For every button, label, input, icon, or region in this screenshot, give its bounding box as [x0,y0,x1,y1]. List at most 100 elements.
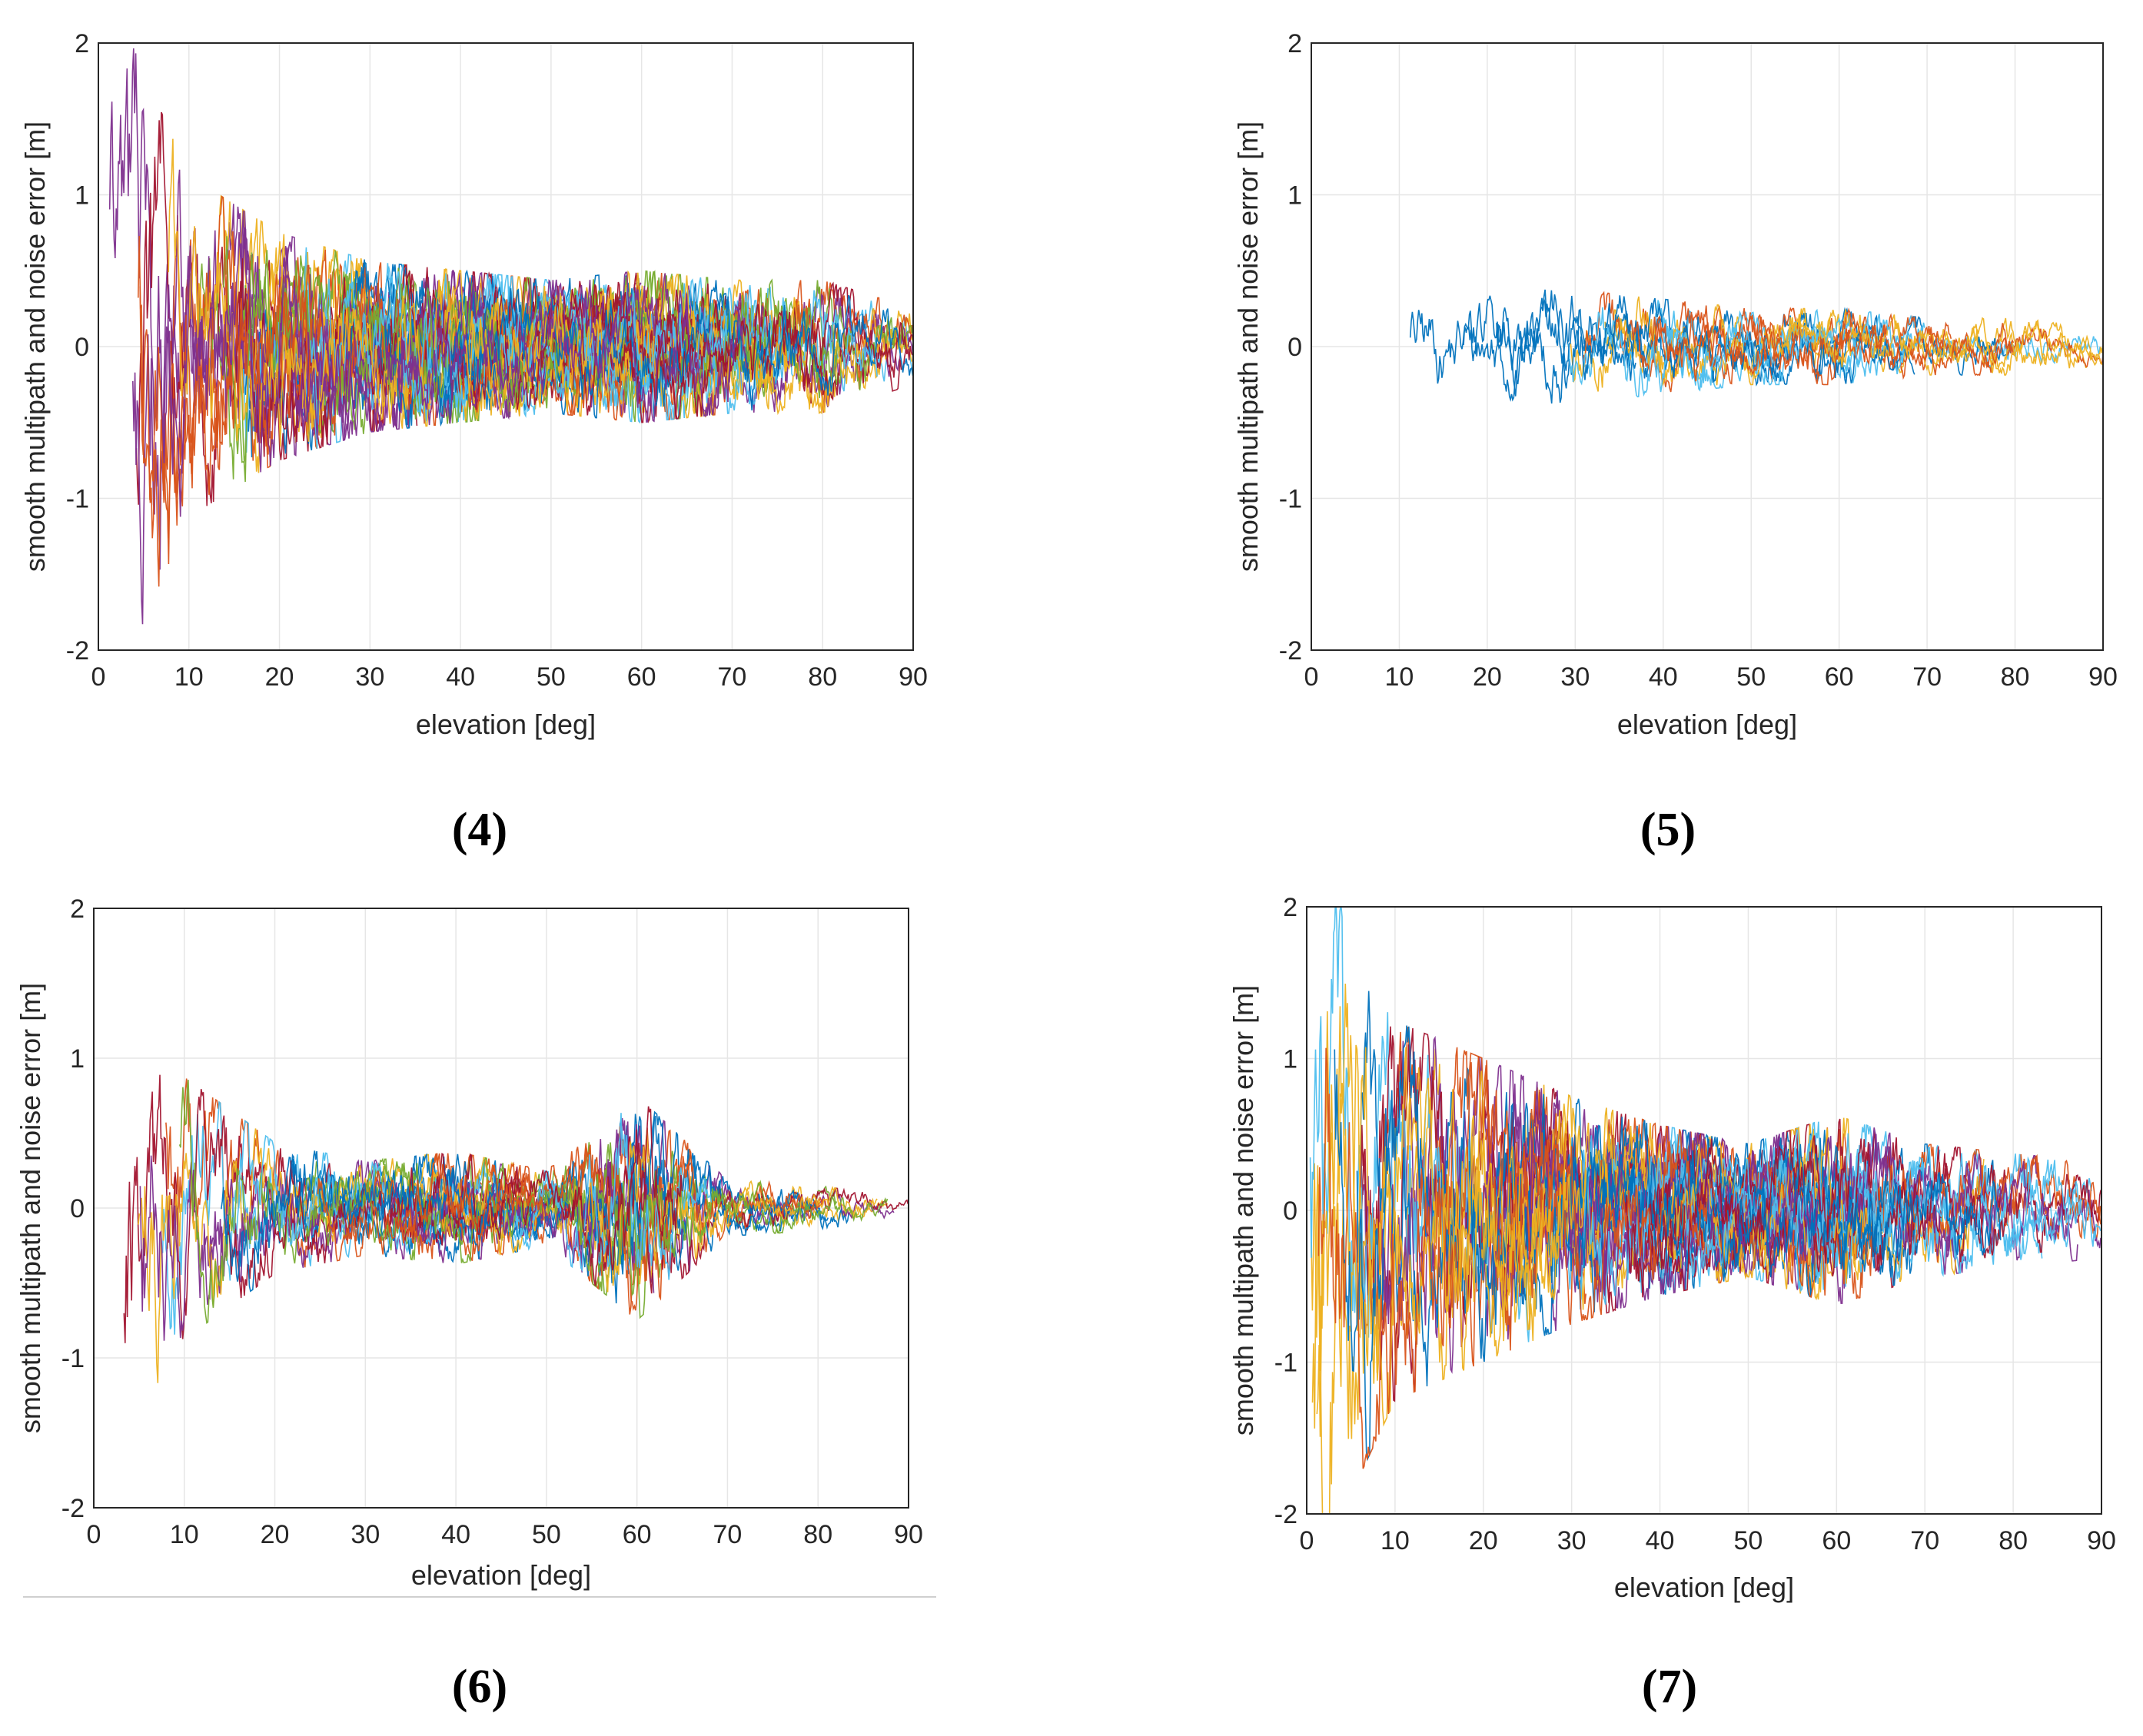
series-line [138,195,313,587]
y-tick-label: -2 [61,1494,85,1523]
y-tick-label: 0 [70,1194,85,1223]
series-lines [1309,907,2101,1514]
y-tick-label: -2 [1279,636,1302,666]
x-tick-label: 70 [1912,662,1942,692]
x-tick-label: 60 [1825,662,1854,692]
series-line [317,1153,545,1262]
series-line [168,138,629,473]
x-tick-label: 20 [1473,662,1502,692]
x-tick-label: 60 [623,1520,652,1549]
series-line [334,271,913,420]
x-tick-label: 90 [899,662,928,692]
series-line [1463,295,1636,380]
y-tick-label: -1 [66,485,89,514]
series-line [1311,983,1568,1429]
x-tick-label: 90 [2088,662,2118,692]
series-line [1583,290,1952,385]
y-tick-label: 1 [75,181,89,211]
series-line [1558,1120,2002,1286]
tick-labels: 0 10 20 30 40 50 60 70 80 90 -2 -1 0 1 2 [61,895,923,1549]
y-axis-label: smooth multipath and noise error [m] [15,983,46,1433]
x-tick-label: 10 [170,1520,199,1549]
x-tick-label: 50 [532,1520,561,1549]
series-line [1773,314,2103,376]
series-lines [123,1074,909,1383]
x-tick-label: 60 [1822,1526,1851,1555]
x-tick-label: 10 [1380,1526,1410,1555]
x-tick-label: 50 [1734,1526,1763,1555]
y-tick-label: -2 [1274,1500,1297,1529]
series-line [1728,307,2103,380]
x-tick-label: 40 [1649,662,1678,692]
series-line [1650,307,2015,386]
x-tick-label: 80 [2001,662,2030,692]
panel-5-chart: 0 10 20 30 40 50 60 70 80 90 -2 -1 0 1 2 elevation [de… [1232,29,2118,856]
y-tick-label: 0 [1287,333,1302,362]
x-axis-label: elevation [deg] [1617,709,1797,740]
tick-labels: 0 10 20 30 40 50 60 70 80 90 -2 -1 0 1 2 [1279,29,2118,692]
panel-caption: (4) [452,804,507,856]
x-tick-label: 50 [1736,662,1766,692]
x-tick-label: 40 [441,1520,470,1549]
x-tick-label: 30 [1560,662,1590,692]
y-tick-label: 0 [1283,1197,1297,1226]
series-line [159,210,747,517]
x-tick-label: 10 [174,662,204,692]
series-lines [1409,289,2103,404]
x-axis-label: elevation [deg] [416,709,596,740]
series-line [430,1130,878,1293]
y-tick-label: -2 [66,636,89,666]
x-tick-label: 30 [1557,1526,1586,1555]
panel-6-chart: 0 10 20 30 40 50 60 70 80 90 -2 -1 0 1 2 elevation [de… [15,895,936,1713]
series-line [1435,1047,1708,1346]
series-lines [108,48,913,625]
y-tick-label: -1 [1279,485,1302,514]
series-line [383,1106,683,1286]
x-tick-label: 20 [265,662,294,692]
series-line [294,270,722,433]
x-tick-label: 0 [91,662,106,692]
y-tick-label: -1 [1274,1349,1297,1378]
y-tick-label: -1 [61,1344,85,1373]
x-axis-label: elevation [deg] [411,1559,591,1591]
y-tick-label: 2 [1283,893,1297,922]
axes-box [1306,906,2102,1515]
series-line [221,1110,814,1293]
x-axis-label: elevation [deg] [1614,1572,1794,1603]
x-tick-label: 80 [1998,1526,2028,1555]
series-line [1570,304,2088,392]
y-axis-label: smooth multipath and noise error [m] [19,121,51,572]
x-tick-label: 30 [351,1520,380,1549]
panel-7-chart: 0 10 20 30 40 50 60 70 80 90 -2 -1 0 1 2 elevation [de… [1228,893,2116,1713]
x-tick-label: 80 [808,662,837,692]
y-tick-label: 2 [75,29,89,58]
panel-caption: (6) [452,1661,507,1713]
axes-box [98,42,914,651]
x-tick-label: 0 [1304,662,1319,692]
y-tick-label: 0 [75,333,89,362]
x-tick-label: 70 [713,1520,743,1549]
x-tick-label: 40 [1646,1526,1675,1555]
series-line [390,1162,619,1263]
x-tick-label: 90 [894,1520,923,1549]
tick-labels: 0 10 20 30 40 50 60 70 80 90 -2 -1 0 1 2 [1274,893,2116,1555]
y-tick-label: 2 [1287,29,1302,58]
series-line [305,1142,889,1296]
x-tick-label: 30 [355,662,384,692]
y-tick-label: 1 [1287,181,1302,211]
x-tick-label: 90 [2087,1526,2116,1555]
axes-box [93,908,909,1509]
series-line [139,1155,382,1341]
x-tick-label: 80 [803,1520,832,1549]
series-line [1441,1070,1591,1342]
x-tick-label: 20 [1469,1526,1498,1555]
x-tick-label: 10 [1385,662,1414,692]
x-tick-label: 0 [87,1520,101,1549]
x-tick-label: 60 [627,662,656,692]
series-line [347,1147,827,1315]
y-tick-label: 1 [1283,1045,1297,1074]
panel-4-chart: 0 10 20 30 40 50 60 70 80 90 -2 -1 0 1 2 elevation [de… [19,29,928,856]
panel-caption: (5) [1640,804,1696,856]
panel-caption: (7) [1642,1661,1697,1713]
